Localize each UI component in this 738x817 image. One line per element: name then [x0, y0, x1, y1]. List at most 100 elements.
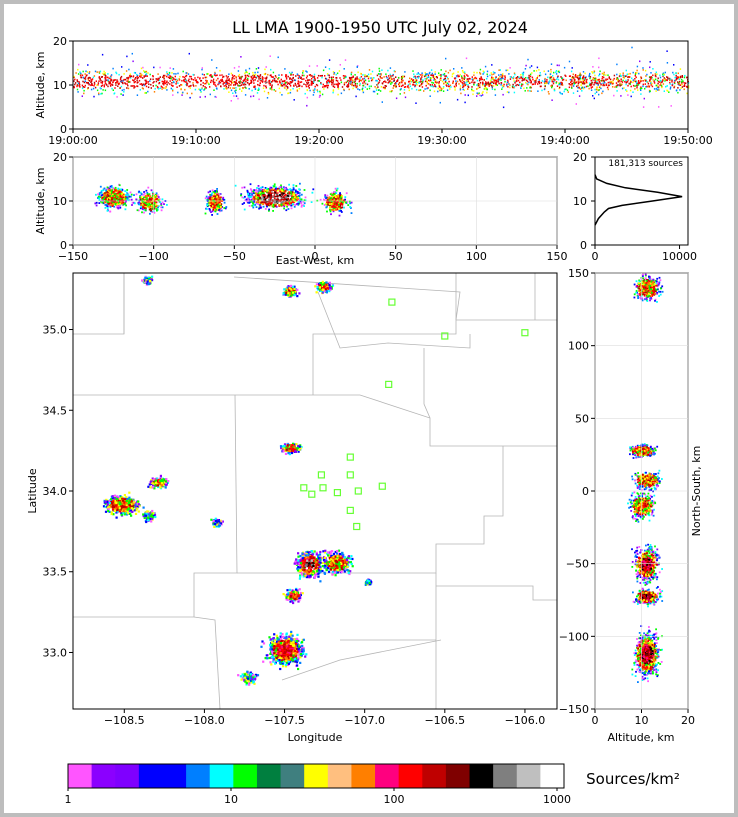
source-point	[538, 69, 540, 71]
source-point	[477, 87, 479, 89]
source-point	[231, 79, 233, 82]
source-point	[96, 89, 99, 92]
source-point	[174, 78, 177, 81]
source-point	[285, 186, 287, 189]
source-point	[104, 74, 106, 77]
source-point	[139, 89, 141, 91]
source-point	[223, 75, 225, 78]
source-point	[573, 79, 576, 81]
source-point	[290, 202, 292, 205]
source-point	[486, 70, 489, 73]
source-point	[158, 82, 161, 84]
source-point	[111, 196, 114, 199]
source-point	[576, 75, 578, 78]
source-point	[150, 209, 153, 212]
source-point	[632, 91, 634, 93]
source-point	[656, 84, 658, 87]
source-point	[181, 79, 183, 82]
source-point	[653, 80, 655, 83]
source-point	[398, 85, 401, 87]
source-point	[370, 73, 372, 75]
source-point	[254, 73, 257, 76]
source-point	[343, 206, 345, 209]
source-point	[620, 80, 622, 82]
source-point	[212, 205, 214, 208]
source-point	[632, 79, 634, 81]
source-point	[445, 75, 447, 77]
source-point	[251, 200, 253, 203]
source-point	[109, 81, 111, 84]
source-point	[491, 85, 493, 87]
source-point	[482, 83, 484, 85]
source-point	[269, 74, 271, 77]
source-point	[303, 78, 305, 80]
source-point	[194, 79, 197, 82]
source-point	[430, 79, 432, 82]
source-point	[593, 97, 595, 100]
source-point	[305, 77, 308, 79]
source-point	[235, 95, 238, 97]
source-point	[110, 80, 112, 82]
source-point	[127, 199, 130, 202]
source-point	[74, 82, 77, 84]
source-point	[277, 187, 279, 190]
source-point	[119, 204, 122, 207]
source-point	[570, 83, 573, 85]
source-point	[538, 79, 540, 81]
source-point	[258, 194, 260, 197]
source-point	[594, 82, 596, 84]
source-point	[504, 78, 506, 81]
source-point	[443, 79, 445, 81]
source-point	[392, 73, 394, 76]
source-point	[148, 83, 150, 85]
source-point	[115, 203, 118, 206]
source-point	[440, 87, 442, 90]
source-point	[152, 82, 154, 84]
source-point	[547, 82, 550, 85]
source-point	[240, 194, 242, 197]
source-point	[172, 68, 175, 70]
source-point	[297, 77, 300, 79]
source-point	[402, 75, 404, 78]
source-point	[109, 197, 111, 200]
source-point	[430, 69, 433, 71]
source-point	[404, 86, 407, 88]
source-point	[415, 102, 417, 104]
source-point	[340, 211, 343, 213]
source-point	[74, 78, 76, 81]
source-point	[431, 74, 434, 77]
source-point	[380, 77, 382, 79]
source-point	[354, 74, 356, 76]
source-point	[286, 81, 288, 83]
source-point	[223, 207, 226, 209]
source-point	[106, 191, 108, 193]
source-point	[565, 88, 567, 90]
source-point	[553, 88, 556, 91]
source-point	[263, 196, 266, 199]
source-point	[316, 84, 319, 87]
source-point	[141, 74, 143, 76]
source-point	[156, 85, 159, 88]
source-point	[257, 75, 260, 78]
source-point	[218, 210, 221, 213]
source-point	[252, 198, 255, 201]
source-point	[113, 92, 115, 95]
x-tick-label: 50	[389, 250, 403, 263]
source-point	[136, 209, 139, 212]
source-point	[262, 196, 265, 199]
source-point	[418, 89, 420, 92]
source-point	[143, 75, 145, 77]
source-point	[362, 84, 364, 87]
source-point	[125, 191, 128, 194]
source-point	[344, 75, 346, 77]
source-point	[283, 201, 286, 204]
source-point	[332, 193, 334, 196]
source-point	[425, 78, 428, 80]
source-point	[536, 77, 538, 79]
source-point	[500, 73, 502, 76]
source-point	[592, 66, 594, 68]
source-point	[211, 59, 213, 61]
source-point	[145, 205, 148, 208]
source-point	[210, 199, 212, 202]
source-point	[235, 87, 237, 89]
